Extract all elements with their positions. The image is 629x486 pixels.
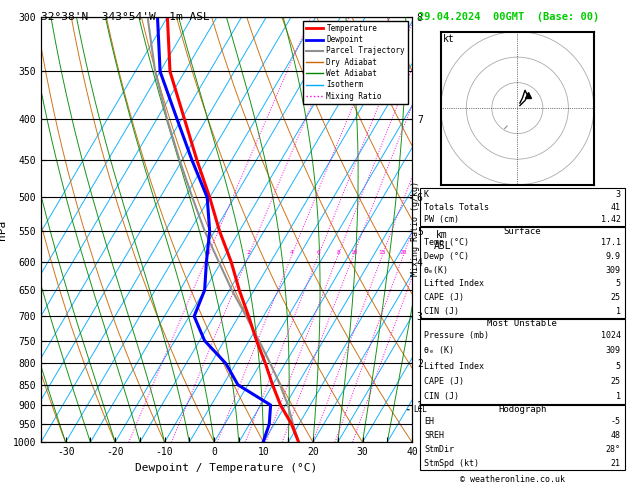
Text: PW (cm): PW (cm)	[424, 215, 459, 224]
Text: CIN (J): CIN (J)	[424, 392, 459, 401]
Text: 5: 5	[616, 362, 621, 371]
Text: 3: 3	[616, 190, 621, 199]
Text: 25: 25	[611, 377, 621, 386]
Text: Mixing Ratio (g/kg): Mixing Ratio (g/kg)	[411, 181, 420, 276]
Text: 29.04.2024  00GMT  (Base: 00): 29.04.2024 00GMT (Base: 00)	[418, 12, 599, 22]
Text: 4: 4	[290, 250, 294, 255]
Text: © weatheronline.co.uk: © weatheronline.co.uk	[460, 474, 565, 484]
Text: 309: 309	[606, 347, 621, 355]
Text: Hodograph: Hodograph	[498, 405, 547, 414]
Text: CAPE (J): CAPE (J)	[424, 293, 464, 302]
Text: 1024: 1024	[601, 331, 621, 340]
Text: 309: 309	[606, 266, 621, 275]
Text: 25: 25	[611, 293, 621, 302]
Text: θₑ(K): θₑ(K)	[424, 266, 449, 275]
Y-axis label: hPa: hPa	[0, 220, 7, 240]
Text: 20: 20	[400, 250, 407, 255]
Text: Lifted Index: Lifted Index	[424, 279, 484, 288]
Text: 1: 1	[616, 392, 621, 401]
Text: 8: 8	[337, 250, 340, 255]
Text: K: K	[424, 190, 429, 199]
Text: 15: 15	[379, 250, 386, 255]
Text: 9.9: 9.9	[606, 252, 621, 261]
Text: -5: -5	[611, 417, 621, 426]
Text: 5: 5	[616, 279, 621, 288]
Text: Pressure (mb): Pressure (mb)	[424, 331, 489, 340]
X-axis label: Dewpoint / Temperature (°C): Dewpoint / Temperature (°C)	[135, 463, 318, 473]
Text: 1.42: 1.42	[601, 215, 621, 224]
Text: 21: 21	[611, 459, 621, 468]
Text: Dewp (°C): Dewp (°C)	[424, 252, 469, 261]
Y-axis label: km
ASL: km ASL	[433, 230, 451, 251]
Text: 28°: 28°	[606, 445, 621, 454]
Text: 41: 41	[611, 203, 621, 211]
Text: 10: 10	[350, 250, 357, 255]
Text: 1: 1	[616, 307, 621, 316]
Text: 17.1: 17.1	[601, 238, 621, 247]
Text: CIN (J): CIN (J)	[424, 307, 459, 316]
Text: 2: 2	[247, 250, 250, 255]
Text: θₑ (K): θₑ (K)	[424, 347, 454, 355]
Text: Surface: Surface	[504, 227, 541, 236]
Text: Totals Totals: Totals Totals	[424, 203, 489, 211]
Text: 1: 1	[206, 250, 210, 255]
Text: Most Unstable: Most Unstable	[487, 319, 557, 328]
Text: SREH: SREH	[424, 431, 444, 440]
Text: StmDir: StmDir	[424, 445, 454, 454]
Text: EH: EH	[424, 417, 434, 426]
Text: Temp (°C): Temp (°C)	[424, 238, 469, 247]
Text: 32°38'N  343°54'W  1m ASL: 32°38'N 343°54'W 1m ASL	[41, 12, 209, 22]
Text: CAPE (J): CAPE (J)	[424, 377, 464, 386]
Text: kt: kt	[443, 34, 455, 44]
Text: 48: 48	[611, 431, 621, 440]
Text: StmSpd (kt): StmSpd (kt)	[424, 459, 479, 468]
Text: LCL: LCL	[413, 405, 427, 414]
Legend: Temperature, Dewpoint, Parcel Trajectory, Dry Adiabat, Wet Adiabat, Isotherm, Mi: Temperature, Dewpoint, Parcel Trajectory…	[303, 21, 408, 104]
Text: 6: 6	[317, 250, 321, 255]
Text: Lifted Index: Lifted Index	[424, 362, 484, 371]
